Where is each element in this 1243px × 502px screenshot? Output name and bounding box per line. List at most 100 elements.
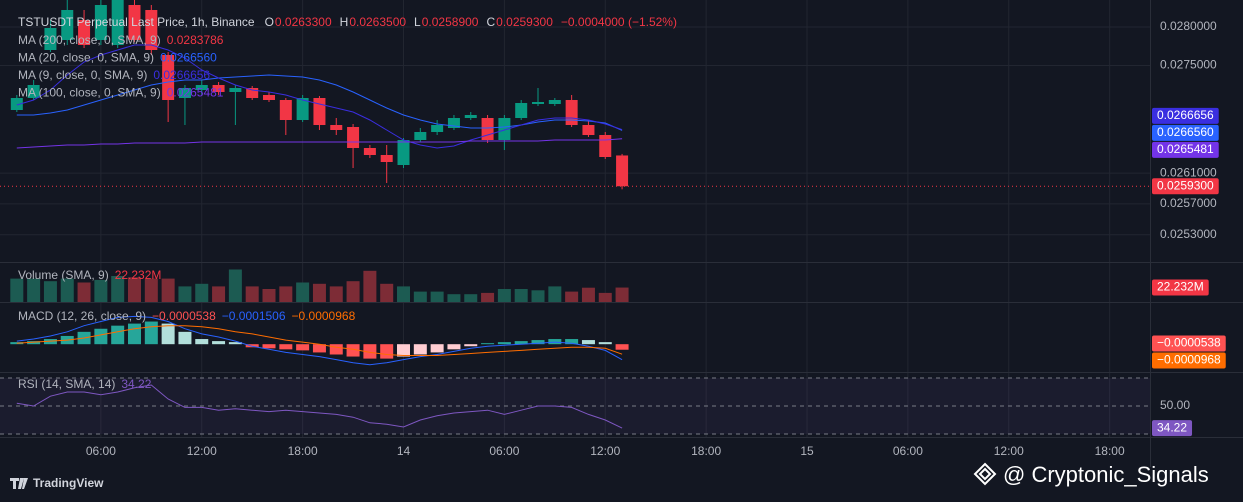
volume-bar <box>447 294 461 302</box>
candle-body <box>263 95 276 100</box>
candle-body <box>212 85 225 92</box>
x-tick-label: 18:00 <box>691 444 721 458</box>
macd-histogram-bar <box>565 339 579 345</box>
price-badge <box>1152 141 1219 158</box>
macd-histogram-bar <box>581 340 595 345</box>
symbol-title: TSTUSDT Perpetual Last Price, 1h, Binanc… <box>18 15 255 29</box>
macd-histogram-bar <box>615 344 629 350</box>
x-tick-label: 06:00 <box>489 444 519 458</box>
candle-body <box>599 135 612 157</box>
y-tick-label: 0.0275000 <box>1160 58 1217 72</box>
candle-body <box>616 155 629 187</box>
legend-value: 0.0266560 <box>160 51 217 65</box>
legend-name: MA (20, close, 0, SMA, 9) <box>18 51 154 65</box>
candle-body <box>246 88 259 98</box>
candle-body <box>464 115 477 118</box>
ma-line <box>16 44 623 149</box>
volume-bar <box>212 286 226 302</box>
macd-histogram-bar <box>464 344 478 347</box>
price-badge-label: 0.0265481 <box>1157 142 1214 156</box>
macd-histogram-bar <box>43 339 57 345</box>
price-badge <box>1152 107 1219 124</box>
legend-name: RSI (14, SMA, 14) <box>18 377 115 391</box>
legend-value: −0.0000538 <box>152 309 216 323</box>
volume-bar <box>497 289 511 302</box>
macd-histogram-bar <box>514 341 528 345</box>
price-badges: 0.0266656 0.0266560 0.0265481 0.0259300 22.2… <box>1152 107 1226 437</box>
macd-histogram-bar <box>312 344 326 353</box>
legend-value: 0.0265481 <box>167 86 224 100</box>
volume-bar <box>312 283 326 302</box>
candle-body <box>565 100 578 125</box>
x-tick-label: 06:00 <box>893 444 923 458</box>
macd-histogram-bar <box>279 344 293 350</box>
rsi-line <box>16 384 623 429</box>
legend-value: −0.0001506 <box>222 309 286 323</box>
candle-body <box>498 118 511 140</box>
ohlc-key: L <box>414 15 421 29</box>
volume-bar <box>27 278 41 302</box>
volume-bar <box>228 269 242 302</box>
candle-body <box>380 155 393 162</box>
price-pane <box>0 0 1150 190</box>
candle-body <box>178 88 191 98</box>
price-badge-label: −0.0000538 <box>1157 336 1221 350</box>
rsi-band <box>0 377 1150 435</box>
candle-body <box>532 102 545 104</box>
legend-name: MA (100, close, 0, SMA, 9) <box>18 86 161 100</box>
volume-bar <box>464 294 478 302</box>
legend-name: MA (9, close, 0, SMA, 9) <box>18 68 147 82</box>
macd-histogram-bar <box>296 344 310 351</box>
candle-body <box>414 132 427 140</box>
x-tick-label: 18:00 <box>1095 444 1125 458</box>
x-tick-label: 15 <box>800 444 814 458</box>
volume-bar <box>77 282 91 302</box>
brand-logo: TradingView <box>10 476 104 490</box>
candle-body <box>582 125 595 135</box>
indicator-panes <box>0 269 1150 435</box>
macd-histogram-bar <box>397 344 411 357</box>
volume-bar <box>128 277 142 302</box>
volume-bar <box>380 283 394 302</box>
macd-histogram-bar <box>363 344 377 359</box>
macd-histogram-bar <box>447 344 461 350</box>
legend-value: 22.232M <box>115 268 162 282</box>
macd-histogram-bar <box>413 344 427 355</box>
candle-body <box>279 100 292 120</box>
candle-body <box>431 125 444 132</box>
macd-line <box>16 315 623 366</box>
signal-line <box>16 325 623 356</box>
volume-bar <box>397 286 411 302</box>
price-badge <box>1152 178 1219 195</box>
watermark: @ Cryptonic_Signals <box>973 462 1209 487</box>
candle-body <box>330 125 343 130</box>
macd-histogram-bar <box>111 325 125 345</box>
volume-bar <box>43 281 57 302</box>
volume-bar <box>329 286 343 302</box>
macd-histogram-bar <box>531 340 545 345</box>
candle-body <box>296 98 309 120</box>
price-badge-label: 0.0266560 <box>1157 125 1214 139</box>
candle-body <box>10 98 23 110</box>
macd-histogram-bar <box>346 344 360 357</box>
legend-value: 0.0283786 <box>167 33 224 47</box>
price-badge <box>1152 420 1193 437</box>
macd-histogram-bar <box>598 342 612 345</box>
macd-pane <box>10 315 629 366</box>
ohlc-key: C <box>486 15 495 29</box>
volume-bar <box>144 278 158 302</box>
volume-bar <box>363 270 377 302</box>
volume-bar <box>161 278 175 302</box>
price-badge-label: 0.0259300 <box>1157 178 1214 192</box>
candle-body <box>145 10 158 50</box>
volume-bar <box>413 291 427 302</box>
ohlc-key: O <box>265 15 274 29</box>
candle-body <box>78 20 91 45</box>
candle-body <box>397 140 410 165</box>
volume-bar <box>548 286 562 302</box>
macd-histogram-bar <box>144 321 158 345</box>
x-tick-label: 12:00 <box>187 444 217 458</box>
legend: TSTUSDT Perpetual Last Price, 1h, Binanc… <box>18 15 677 391</box>
candle-body <box>111 0 124 45</box>
volume-bar <box>262 289 276 302</box>
